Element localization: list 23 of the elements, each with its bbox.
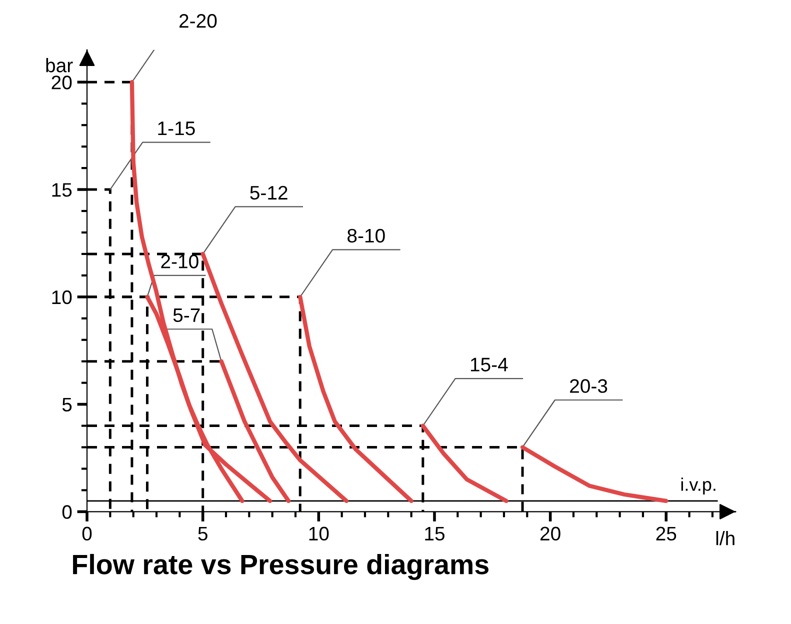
y-tick-label: 15 xyxy=(52,183,72,197)
x-tick-label: 20 xyxy=(540,526,560,541)
text: 2-20 xyxy=(179,14,217,28)
text: 8-10 xyxy=(348,228,385,243)
text: 15-4 xyxy=(470,358,508,372)
y-tick-label: 0 xyxy=(62,505,72,519)
x-tick-label: 0 xyxy=(82,526,92,541)
text: 5-12 xyxy=(250,186,288,200)
text: 20-3 xyxy=(570,379,608,393)
x-axis-title: l/h xyxy=(716,531,734,546)
series-label: 2-10 xyxy=(161,254,198,268)
y-tick-label: 5 xyxy=(62,398,72,412)
text: 1-15 xyxy=(158,122,195,136)
ref-line-label: i.v.p. xyxy=(681,478,716,494)
text: 5-7 xyxy=(173,308,200,322)
x-tick-label: 15 xyxy=(425,526,444,541)
y-axis-title: bar xyxy=(46,58,73,72)
text: Flow rate vs Pressure diagrams xyxy=(73,554,488,580)
x-tick-label: 5 xyxy=(198,526,208,541)
y-tick-label: 10 xyxy=(52,290,72,304)
x-tick-label: 10 xyxy=(309,526,329,541)
x-tick-label: 25 xyxy=(656,526,676,541)
y-tick-label: 20 xyxy=(52,76,72,90)
